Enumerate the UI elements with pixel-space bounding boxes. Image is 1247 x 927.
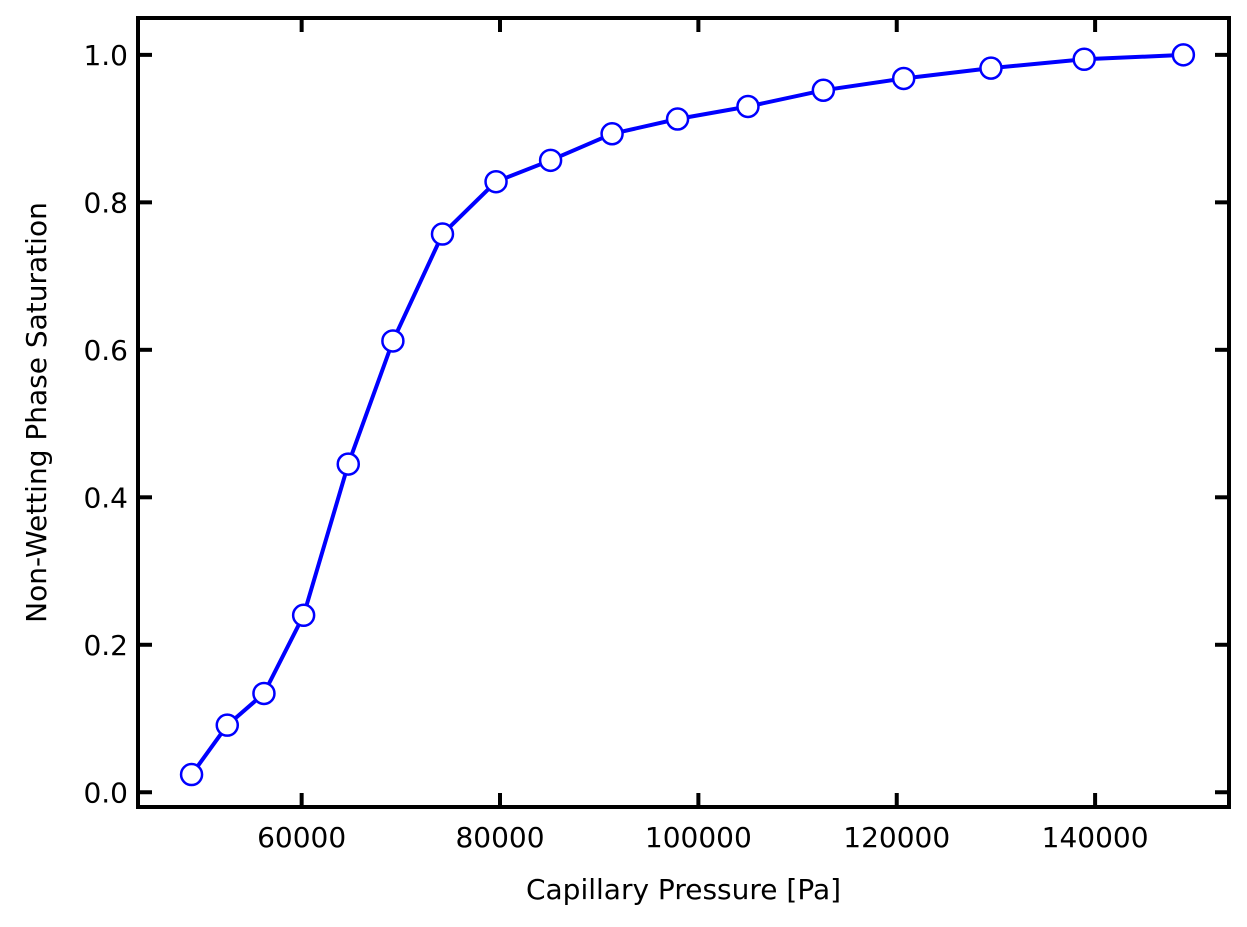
data-point xyxy=(600,122,624,146)
x-axis-label: Capillary Pressure [Pa] xyxy=(526,873,841,906)
data-point xyxy=(891,66,916,91)
data-point xyxy=(381,329,405,353)
y-tick-label: 0.2 xyxy=(83,629,128,662)
data-point xyxy=(979,56,1003,80)
data-point xyxy=(336,452,361,476)
data-point xyxy=(252,681,276,706)
data-point xyxy=(484,169,508,194)
y-tick-label: 0.4 xyxy=(83,481,128,514)
data-point xyxy=(430,222,455,246)
y-axis-label: Non-Wetting Phase Saturation xyxy=(20,202,53,623)
data-point xyxy=(811,78,836,103)
x-tick-label: 100000 xyxy=(645,821,752,854)
axes-frame xyxy=(136,16,1231,809)
y-ticks: 0.0 0.2 0.4 0.6 0.8 1.0 xyxy=(83,39,1229,809)
y-tick-label: 0.0 xyxy=(83,776,128,809)
plot-area xyxy=(179,43,1196,787)
series-line xyxy=(189,52,1184,776)
data-point xyxy=(665,107,690,131)
y-tick-label: 0.8 xyxy=(83,186,128,219)
data-point xyxy=(1171,43,1196,67)
data-point xyxy=(179,762,204,787)
data-point xyxy=(291,603,316,628)
data-point xyxy=(215,713,240,737)
data-point xyxy=(538,148,563,173)
y-tick-label: 1.0 xyxy=(83,39,128,72)
x-tick-label: 140000 xyxy=(1042,821,1149,854)
x-ticks: 60000 80000 100000 120000 140000 xyxy=(257,18,1149,854)
data-point xyxy=(736,94,760,119)
x-tick-label: 80000 xyxy=(455,821,544,854)
y-tick-label: 0.6 xyxy=(83,334,128,367)
data-point xyxy=(1072,47,1096,72)
x-tick-label: 120000 xyxy=(843,821,950,854)
x-tick-label: 60000 xyxy=(257,821,346,854)
